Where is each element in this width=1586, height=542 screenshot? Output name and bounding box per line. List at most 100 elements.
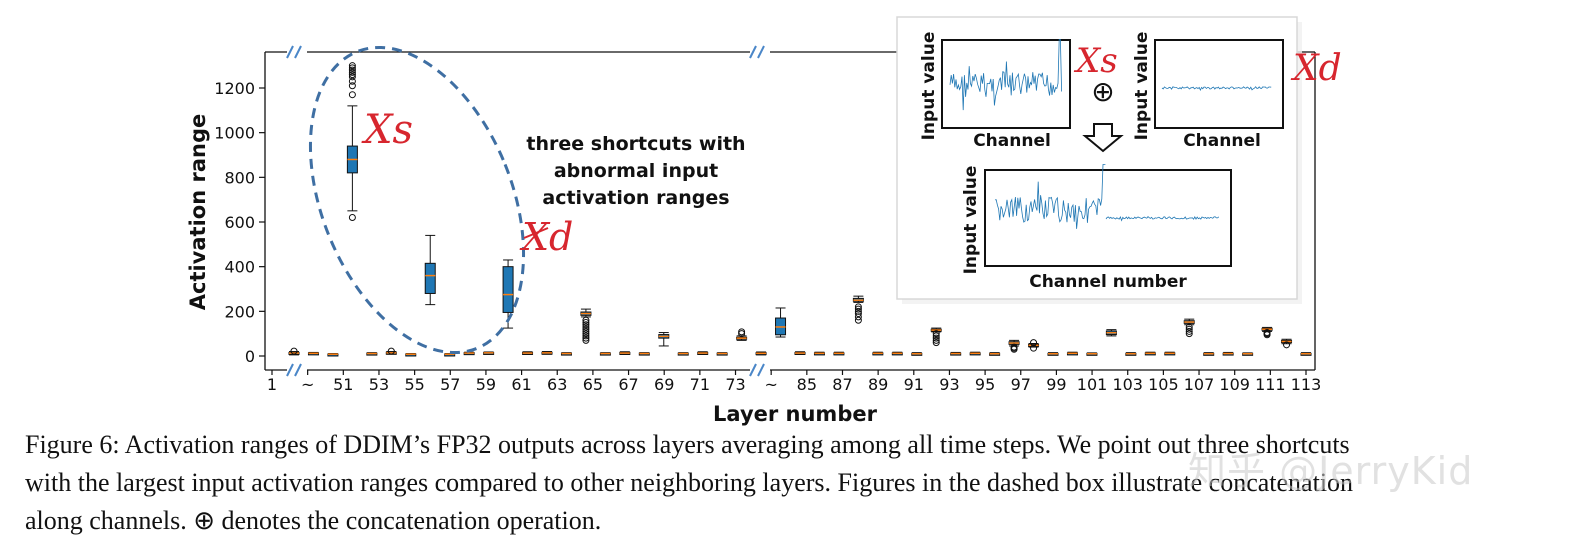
outlier-53-6 bbox=[348, 68, 356, 76]
x-tick-label-1: ~ bbox=[301, 375, 314, 394]
outlier-53-7 bbox=[348, 66, 356, 74]
box-layer-104 bbox=[1125, 352, 1137, 356]
x-tick-label-16: 87 bbox=[832, 375, 852, 394]
figure-caption: Figure 6: Activation ranges of DDIM’s FP… bbox=[25, 426, 1560, 540]
box-layer-92 bbox=[891, 351, 903, 356]
x-tick-label-26: 107 bbox=[1184, 375, 1215, 394]
box-layer-57 bbox=[424, 234, 436, 306]
x-tick-label-0: 1 bbox=[267, 375, 277, 394]
xs-signal-line bbox=[949, 39, 1062, 111]
outlier-90-5 bbox=[854, 303, 862, 311]
y-tick-label-600: 600 bbox=[224, 213, 255, 232]
outlier-94-2 bbox=[932, 334, 940, 342]
box-layer-68 bbox=[638, 352, 650, 356]
box-layer-87 bbox=[794, 351, 806, 355]
outlier-90-4 bbox=[854, 305, 862, 313]
box-layer-88 bbox=[813, 351, 825, 356]
shortcut-highlight-ellipse bbox=[308, 45, 526, 355]
axis-break-mark-3-a bbox=[749, 363, 757, 377]
y-tick-label-400: 400 bbox=[224, 258, 255, 277]
box-layer-56 bbox=[405, 353, 417, 357]
x-tick-label-12: 71 bbox=[690, 375, 710, 394]
x-tick-label-3: 53 bbox=[369, 375, 389, 394]
box-layer-95 bbox=[950, 351, 962, 356]
caption-line-2: with the largest input activation ranges… bbox=[25, 468, 1354, 497]
outlier-53-0 bbox=[348, 214, 356, 222]
outlier-94-3 bbox=[932, 332, 940, 340]
handwritten-xd-label: Xd bbox=[519, 215, 573, 259]
inset-panel-concat-xlabel: Channel number bbox=[1029, 272, 1187, 292]
x-tick-label-5: 57 bbox=[440, 375, 460, 394]
outlier-94-0 bbox=[932, 339, 940, 347]
inset-panel-xd bbox=[1154, 39, 1284, 129]
box-layer-102 bbox=[1086, 352, 1098, 356]
inset-panel-xd-ylabel: Input value bbox=[1132, 32, 1152, 141]
annotation-line-3: activation ranges bbox=[542, 187, 729, 209]
caption-line-3: along channels. ⊕ denotes the concatenat… bbox=[25, 506, 602, 535]
y-tick-label-800: 800 bbox=[224, 168, 255, 187]
outlier-98-2 bbox=[1010, 343, 1018, 351]
outlier-53-5 bbox=[348, 71, 356, 79]
x-tick-label-21: 97 bbox=[1011, 375, 1031, 394]
outlier-53-9 bbox=[348, 62, 356, 70]
inset-panel-xs-ylabel: Input value bbox=[919, 32, 939, 141]
x-tick-label-25: 105 bbox=[1148, 375, 1179, 394]
box-layer-107 bbox=[1183, 318, 1195, 338]
outlier-90-0 bbox=[854, 316, 862, 324]
concat-trace-xs bbox=[994, 164, 1106, 229]
box-layer-109 bbox=[1222, 351, 1234, 356]
xs-trace bbox=[949, 39, 1062, 111]
box-layer-65 bbox=[580, 308, 592, 344]
y-tick-label-0: 0 bbox=[245, 347, 255, 366]
y-tick-label-1000: 1000 bbox=[214, 124, 255, 143]
x-tick-label-14: ~ bbox=[764, 375, 777, 394]
annotation-line-1: three shortcuts with bbox=[526, 133, 745, 155]
outlier-94-4 bbox=[932, 330, 940, 338]
box-layer-55 bbox=[385, 347, 397, 355]
y-axis-label: Activation range bbox=[186, 114, 210, 310]
x-tick-label-2: 51 bbox=[333, 375, 353, 394]
down-arrow-icon bbox=[1082, 123, 1124, 153]
box-layer-90 bbox=[852, 295, 864, 324]
outlier-53-8 bbox=[348, 64, 356, 72]
box-layer-99 bbox=[1028, 339, 1040, 352]
outlier-55-0 bbox=[387, 347, 395, 355]
box-layer-89 bbox=[833, 351, 845, 356]
outlier-65-2 bbox=[582, 332, 590, 340]
outlier-65-4 bbox=[582, 327, 590, 335]
box-layer-54 bbox=[366, 352, 378, 356]
svg-text:Xs: Xs bbox=[361, 107, 413, 153]
axis-break-mark-1-b bbox=[757, 45, 765, 59]
outlier-53-2 bbox=[348, 82, 356, 90]
box-layer-53 bbox=[346, 62, 358, 222]
box-layer-97 bbox=[989, 352, 1001, 356]
x-tick-label-9: 65 bbox=[583, 375, 603, 394]
axis-break-mark-1-a bbox=[749, 45, 757, 59]
outlier-107-0 bbox=[1185, 330, 1193, 338]
box-layer-98 bbox=[1008, 339, 1020, 353]
outlier-99-1 bbox=[1030, 339, 1038, 347]
outlier-1-0 bbox=[290, 347, 298, 355]
outlier-107-1 bbox=[1185, 327, 1193, 335]
axis-break-mark-0-a bbox=[286, 45, 294, 59]
x-tick-label-7: 61 bbox=[511, 375, 531, 394]
outlier-65-7 bbox=[582, 321, 590, 329]
axis-break-mark-2-a bbox=[286, 363, 294, 377]
x-tick-label-13: 73 bbox=[725, 375, 745, 394]
box-layer-91 bbox=[872, 351, 884, 356]
box-layer-51 bbox=[307, 351, 319, 356]
x-tick-label-8: 63 bbox=[547, 375, 567, 394]
outlier-112-0 bbox=[1283, 341, 1291, 349]
box-layer-113 bbox=[1300, 352, 1312, 356]
x-tick-label-15: 85 bbox=[797, 375, 817, 394]
xd-signal-line bbox=[1161, 86, 1272, 91]
box-layer-85 bbox=[755, 351, 767, 356]
concatenation-inset: Channel Input value Xs ⊕ Channel Input v… bbox=[896, 16, 1302, 304]
x-tick-label-11: 69 bbox=[654, 375, 674, 394]
outlier-65-5 bbox=[582, 325, 590, 333]
box-iqr-61 bbox=[502, 266, 514, 313]
box-layer-94 bbox=[930, 327, 942, 347]
y-axis: 0 200 400 600 800 1000 1200 bbox=[214, 79, 265, 366]
box-layer-101 bbox=[1066, 351, 1078, 356]
box-layer-108 bbox=[1203, 352, 1215, 356]
